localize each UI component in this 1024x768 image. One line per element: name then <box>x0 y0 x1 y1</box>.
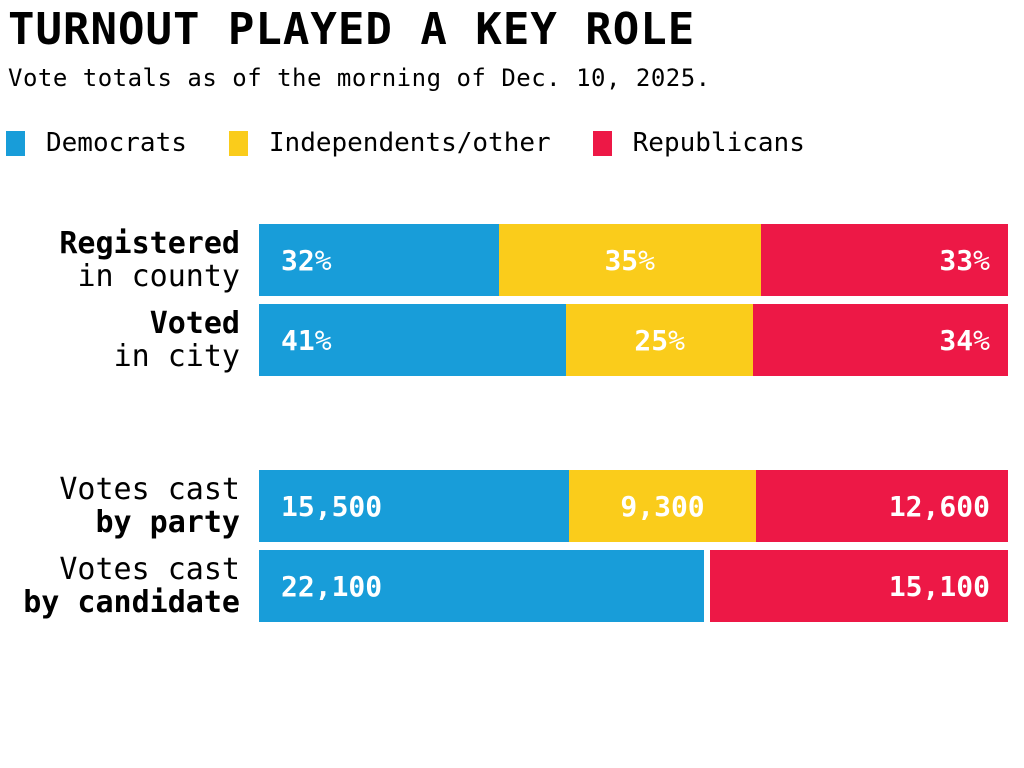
segment-value-label: 33% <box>939 243 990 277</box>
row-label-line2: by candidate <box>23 585 240 620</box>
bar-segment-democrats: 22,100 <box>259 550 704 622</box>
bar-segment-independents: 25% <box>566 304 754 376</box>
segment-value-label: 22,100 <box>281 569 383 603</box>
stacked-bar-voted: 41% 25% 34% <box>259 304 1008 376</box>
segment-value-label: 34% <box>939 323 990 357</box>
row-label-line2: in city <box>113 339 240 374</box>
chart-row-registered-in-county: Registered in county 32% 35% 33% <box>0 224 1024 296</box>
bar-segment-republicans: 12,600 <box>755 470 1008 542</box>
stacked-bar-registered: 32% 35% 33% <box>259 224 1008 296</box>
bar-segment-independents: 9,300 <box>569 470 756 542</box>
row-label-line1: Registered <box>59 226 240 261</box>
row-label-line1: Votes cast <box>59 552 240 587</box>
segment-value-label: 15,500 <box>281 489 383 523</box>
segment-value-label: 41% <box>281 323 332 357</box>
bar-segment-republicans: 34% <box>753 304 1008 376</box>
legend-item-independents: Independents/other <box>228 128 551 158</box>
chart-row-votes-by-party: Votes cast by party 15,500 9,300 12,600 <box>0 470 1024 542</box>
row-label-line1: Votes cast <box>59 472 240 507</box>
stacked-bar-votes-by-party: 15,500 9,300 12,600 <box>259 470 1008 542</box>
bar-segment-independents: 35% <box>498 224 761 296</box>
stacked-bar-votes-by-candidate: 22,100 15,100 <box>259 550 1008 622</box>
chart-row-voted-in-city: Voted in city 41% 25% 34% <box>0 304 1024 376</box>
row-label-votes-by-candidate: Votes cast by candidate <box>0 550 240 622</box>
chart-row-votes-by-candidate: Votes cast by candidate 22,100 15,100 <box>0 550 1024 622</box>
bar-segment-democrats: 41% <box>259 304 567 376</box>
row-label-voted-in-city: Voted in city <box>0 304 240 376</box>
segment-value-label: 25% <box>634 323 685 357</box>
segment-value-label: 15,100 <box>888 569 990 603</box>
segment-value-label: 32% <box>281 243 332 277</box>
row-label-line2: in county <box>77 259 240 294</box>
bar-segment-republicans: 15,100 <box>703 550 1008 622</box>
segment-value-label: 35% <box>604 243 656 277</box>
legend-label-democrats: Democrats <box>46 128 187 158</box>
legend-item-democrats: Democrats <box>6 130 187 156</box>
democrats-color-swatch-icon <box>6 130 25 156</box>
row-label-line1: Voted <box>149 306 240 341</box>
row-label-registered-in-county: Registered in county <box>0 224 240 296</box>
bar-segment-democrats: 15,500 <box>259 470 570 542</box>
chart-title: TURNOUT PLAYED A KEY ROLE <box>8 4 696 55</box>
segment-value-label: 12,600 <box>888 489 990 523</box>
legend-item-republicans: Republicans <box>592 128 805 158</box>
legend-label-republicans: Republicans <box>632 128 805 158</box>
bar-segment-republicans: 33% <box>760 224 1008 296</box>
row-label-votes-by-party: Votes cast by party <box>0 470 240 542</box>
independents-color-swatch-icon <box>228 130 248 156</box>
legend-label-independents: Independents/other <box>268 128 551 158</box>
row-label-line2: by party <box>95 505 241 540</box>
segment-value-label: 9,300 <box>620 489 705 523</box>
bar-segment-democrats: 32% <box>259 224 499 296</box>
republicans-color-swatch-icon <box>592 130 612 156</box>
legend: Democrats Independents/other Republicans <box>6 130 805 156</box>
chart-subtitle: Vote totals as of the morning of Dec. 10… <box>8 64 711 92</box>
